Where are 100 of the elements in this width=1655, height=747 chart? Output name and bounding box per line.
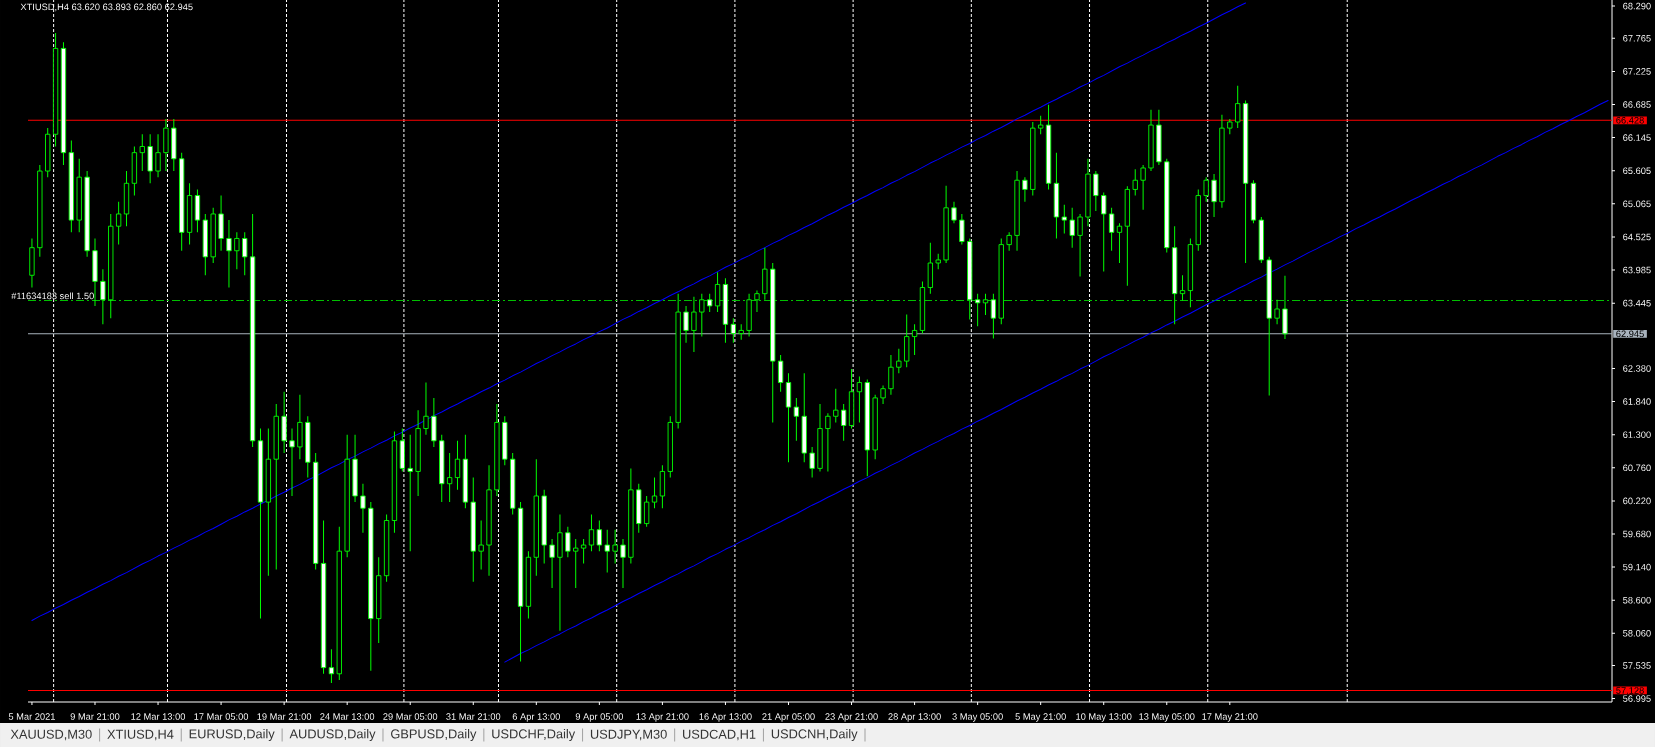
candlestick [454,440,461,491]
y-tick-label: 65.605 [1623,167,1651,175]
text: XTIUSD,H4 [107,729,174,741]
text: USDCHF,Daily [492,729,576,741]
text: USDCNH,Daily [771,729,858,741]
candlestick [1211,173,1217,218]
x-tick-label: 13 May 05:00 [1139,713,1195,722]
candlestick [1022,176,1028,203]
candlestick [951,201,957,224]
candlestick [809,446,815,479]
ref-line-label: 57.128 [1616,687,1644,694]
x-tick-label: 5 Mar 2021 [8,713,55,720]
candlestick [1235,85,1241,129]
candlestick [588,513,595,552]
y-tick-label: 66.685 [1623,101,1651,108]
x-tick-label: 24 Mar 13:00 [320,713,375,720]
candlestick [1203,176,1209,203]
candlestick [612,529,618,564]
candlestick [959,213,965,246]
candlestick [1077,213,1083,277]
x-tick-label: 6 Apr 13:00 [512,713,560,722]
text: EURUSD,Daily [189,729,275,741]
candlestick [289,428,295,497]
candlestick [242,231,248,276]
x-tick-label: 17 Mar 05:00 [194,713,249,720]
text: USDCAD,H1 [683,729,756,741]
candlestick [155,133,161,178]
candlestick [1274,299,1280,325]
candlestick [1038,115,1044,135]
y-tick-label: 67.225 [1623,68,1651,75]
chart-title: XTIUSD,H4 63.620 63.893 62.860 62.945 [20,3,193,12]
candlestick [825,412,831,472]
candlestick [580,538,587,564]
candlestick [1101,192,1107,273]
candlestick [234,231,240,270]
candlestick [328,648,335,684]
candlestick [896,348,902,374]
candlestick [226,219,232,289]
candlestick [1069,207,1075,249]
text: USDJPY,M30 [590,729,667,741]
candlestick [777,354,784,393]
candlestick [691,296,697,353]
candlestick [1179,274,1186,301]
x-tick-label: 28 Apr 13:00 [888,713,941,722]
candlestick [100,268,106,325]
x-tick-label: 23 Apr 21:00 [825,713,878,722]
y-tick-label: 60.220 [1623,497,1651,505]
candlestick [841,403,847,442]
candlestick [833,388,839,423]
y-tick-label: 65.065 [1623,200,1651,208]
candlestick [699,293,705,338]
candlestick [573,538,579,589]
candlestick [880,385,886,405]
x-tick-label: 19 Mar 21:00 [257,713,312,720]
x-tick-label: 5 May 21:00 [1015,713,1066,722]
candlestick [1093,170,1099,212]
y-tick-label: 67.765 [1623,35,1651,42]
x-tick-label: 9 Mar 21:00 [70,713,120,720]
candlestick [478,520,484,571]
y-tick-label: 61.840 [1623,398,1651,405]
x-tick-label: 16 Apr 13:00 [699,713,752,722]
candlestick [1061,204,1067,235]
candlestick [1116,222,1123,264]
candlestick [974,293,981,327]
candlestick [620,538,626,589]
y-tick-label: 59.140 [1623,563,1651,571]
candlestick [407,434,413,552]
x-tick-label: 10 May 13:00 [1076,713,1132,722]
x-tick-label: 12 Mar 13:00 [131,713,186,720]
candlestick [139,133,145,172]
x-tick-label: 13 Apr 21:00 [636,713,689,722]
candlestick [423,382,429,436]
y-tick-label: 59.680 [1623,530,1651,538]
y-tick-label: 60.760 [1623,464,1651,472]
y-tick-label: 63.445 [1623,299,1651,307]
y-tick-label: 68.290 [1623,2,1651,10]
candlestick [596,520,603,552]
ref-line-label: 66.428 [1616,116,1644,124]
candlestick [754,290,760,313]
y-tick-label: 63.985 [1623,266,1651,274]
candlestick [683,305,689,344]
candlestick [856,375,863,423]
candlestick [360,483,366,534]
candlestick [446,452,453,503]
y-tick-label: 58.060 [1623,630,1651,637]
candlestick [549,538,555,589]
y-tick-label: 64.525 [1623,233,1651,241]
candlestick [888,354,894,396]
candlestick [565,526,571,558]
candlestick [793,397,800,442]
ref-line-label: 62.945 [1616,330,1644,338]
x-tick-label: 21 Apr 05:00 [762,713,815,722]
text: GBPUSD,Daily [391,729,477,741]
x-tick-label: 29 Mar 05:00 [383,713,438,720]
candlestick [707,293,713,313]
x-tick-label: 9 Apr 05:00 [575,713,624,722]
candlestick [1108,207,1115,252]
candlestick [1006,231,1012,252]
y-tick-label: 66.145 [1623,134,1651,141]
y-tick-label: 62.380 [1623,365,1651,372]
